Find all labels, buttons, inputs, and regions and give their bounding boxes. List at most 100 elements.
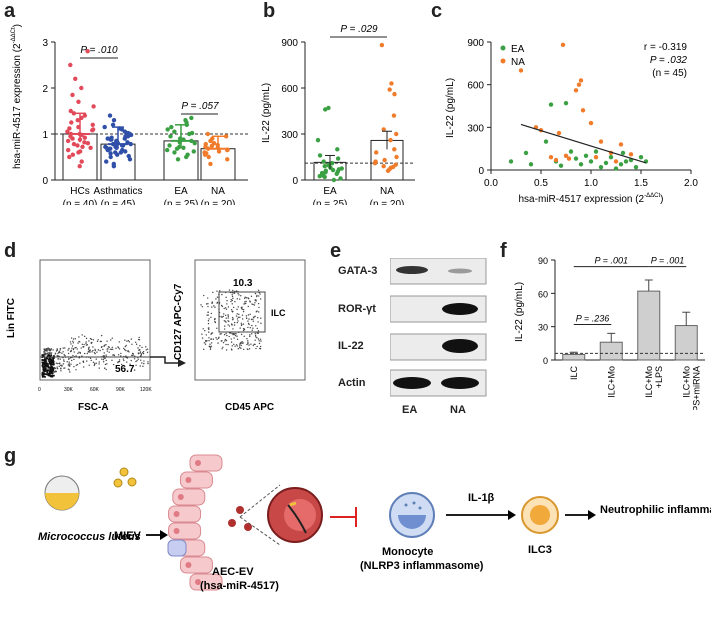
flow-event [246, 348, 249, 350]
data-point [326, 105, 331, 111]
epithelial-cell [189, 454, 223, 472]
data-point [82, 113, 88, 118]
data-point [109, 135, 114, 140]
data-point [185, 152, 190, 157]
flow-event [203, 342, 206, 344]
flow-event [209, 348, 212, 350]
flow-event [70, 359, 73, 362]
data-point [210, 136, 215, 141]
data-point [381, 127, 386, 132]
aec-label: AEC-EV [212, 566, 254, 578]
flow-event [238, 345, 241, 347]
flow-event [105, 354, 107, 356]
flow-event [56, 366, 58, 368]
flow-event [242, 309, 245, 311]
flow-event [207, 327, 210, 329]
data-point [91, 104, 96, 109]
flow-event [106, 350, 109, 352]
flow-event [94, 362, 96, 364]
flow-event [104, 367, 106, 369]
flow-event [72, 342, 75, 344]
y-axis-label: IL-22 (pg/mL) [445, 78, 456, 138]
panel-label-a: a [4, 0, 16, 22]
flow-event [145, 346, 147, 348]
flow-event [47, 349, 49, 351]
data-point-ea [593, 149, 599, 154]
flow-event [132, 353, 134, 355]
flow-event [225, 349, 228, 351]
flow-event [58, 365, 60, 368]
flow-event [255, 347, 257, 350]
flow-event [104, 363, 107, 366]
flow-event [67, 352, 70, 355]
flow-event [215, 298, 217, 300]
p-value: P = .010 [80, 45, 118, 56]
flow-event [56, 348, 58, 350]
flow-event [89, 337, 92, 340]
data-point [211, 141, 217, 146]
flow-event [231, 299, 234, 302]
flow-event [202, 348, 205, 351]
flow-event [231, 303, 233, 305]
flow-event [228, 320, 230, 323]
data-point-ea [623, 159, 629, 164]
flow-event [254, 292, 257, 295]
flow-event [242, 310, 245, 313]
flow-event [50, 353, 52, 355]
flow-event [214, 318, 216, 321]
flow-event [228, 335, 230, 338]
flow-event [72, 348, 75, 351]
band-il22-na [442, 339, 478, 353]
flow-event [62, 363, 65, 365]
flow-event [42, 368, 45, 371]
flow-event [243, 335, 245, 338]
flow-event [72, 340, 74, 343]
flow-event [86, 352, 89, 355]
flow-event [223, 328, 226, 330]
flow-event [222, 341, 225, 344]
flow-event [237, 348, 240, 350]
flow-event [71, 347, 73, 349]
flow-event [233, 321, 236, 324]
flow-event [254, 334, 257, 337]
y-tick-label: 600 [281, 84, 298, 95]
flow-event [207, 305, 209, 308]
flow-event [131, 354, 133, 357]
flow-event [208, 318, 210, 320]
flow-event [205, 340, 207, 343]
flow-event [249, 326, 251, 329]
flow-event [49, 368, 52, 371]
flow-event [118, 359, 121, 361]
flow-event [135, 364, 137, 366]
flow-event [240, 295, 242, 297]
data-point [189, 138, 194, 144]
flow-event [79, 362, 81, 364]
flow-event [250, 295, 253, 298]
data-point [164, 147, 170, 153]
flow-event [48, 357, 51, 360]
flow-event [212, 338, 215, 340]
flow-event [205, 339, 207, 342]
flow-event [51, 359, 54, 362]
flow-event [138, 339, 141, 341]
flow-event [239, 327, 241, 329]
data-point [225, 157, 230, 162]
flow-event [237, 320, 239, 322]
flow-event [235, 315, 238, 317]
x-tick-label: 2.0 [684, 178, 698, 189]
flow-event [210, 312, 213, 315]
flow-event [125, 349, 127, 352]
miev-label: MIEV [114, 530, 142, 542]
data-point [391, 113, 397, 118]
flow-event [236, 338, 239, 341]
flow-event [260, 322, 262, 325]
flow-event [233, 333, 235, 336]
panel-label-d: d [4, 240, 17, 262]
flow-event [245, 317, 248, 320]
group-n: (n = 20) [370, 199, 405, 205]
data-point [192, 141, 197, 146]
flow-event [58, 350, 61, 353]
flow-event [74, 338, 77, 340]
flow-event [200, 304, 202, 306]
flow-event [210, 345, 213, 347]
